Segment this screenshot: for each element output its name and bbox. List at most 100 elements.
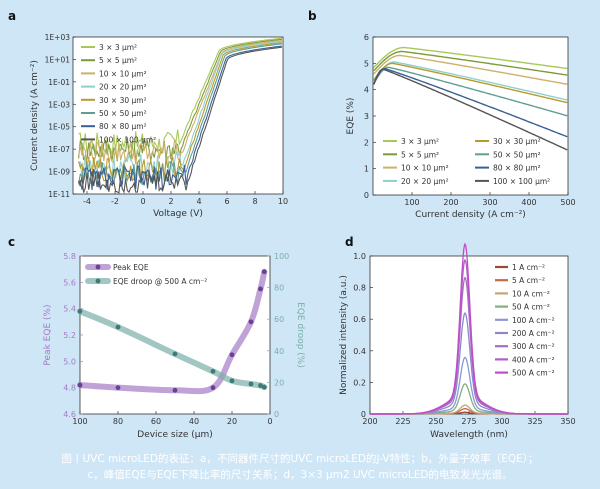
panel-c-ytick-right-label: 20 (274, 378, 284, 387)
panel-d-legend-entry: 10 A cm⁻² (512, 289, 550, 298)
panel-b-legend-entry: 100 × 100 μm² (493, 177, 550, 186)
panel-a-series-line (78, 37, 282, 156)
panel-a-series-line (78, 42, 282, 183)
panel-c-xtick-label: 40 (189, 417, 199, 426)
panel-c-data-point (210, 385, 216, 391)
panel-b-ytick-label: 0 (364, 191, 369, 200)
panel-a-ytick-label: 1E-11 (48, 190, 70, 199)
panel-d-ytick-label: 0.8 (353, 284, 366, 293)
panel-a-legend-entry: 3 × 3 μm² (99, 43, 137, 52)
panel-c-data-point (77, 308, 83, 314)
panel-a-ytick-label: 1E-03 (48, 100, 70, 109)
panel-a-xtick-label: 10 (278, 197, 288, 206)
panel-c-data-point (261, 269, 267, 275)
panel-a-series-line (78, 38, 282, 162)
panel-b-xtick-label: 500 (560, 198, 575, 207)
panel-b-xtick-label: 300 (482, 198, 497, 207)
panel-c-ytick-left-label: 4.6 (63, 410, 76, 419)
panel-a-ytick-label: 1E+01 (45, 55, 71, 64)
panel-c-ytick-left-label: 5.6 (63, 278, 76, 287)
panel-a-xtick-label: 8 (252, 197, 257, 206)
panel-b-xtick-label: 200 (443, 198, 458, 207)
panel-a-legend-entry: 20 × 20 μm² (99, 83, 147, 92)
panel-a-ytick-label: 1E-05 (48, 123, 70, 132)
panel-d-legend-entry: 1 A cm⁻² (512, 263, 545, 272)
panel-c-xtick-label: 100 (72, 417, 87, 426)
panel-c-xtick-label: 20 (227, 417, 237, 426)
panel-b-xtick-label: 400 (521, 198, 536, 207)
panel-b-xlabel: Current density (A cm⁻²) (415, 210, 526, 220)
panel-b-ytick-label: 1 (364, 165, 369, 174)
panel-b-legend-entry: 5 × 5 μm² (401, 150, 439, 159)
panel-c-ytick-right-label: 60 (274, 315, 284, 324)
panel-b-series-line (373, 66, 568, 117)
panel-d-ytick-label: 0.2 (353, 378, 366, 387)
panel-b-ytick-label: 3 (364, 112, 369, 121)
panel-d-legend-entry: 400 A cm⁻² (512, 355, 555, 364)
panel-b-ytick-label: 4 (364, 86, 369, 95)
panel-b-ytick-label: 6 (364, 33, 369, 42)
panel-a-xtick-label: -4 (83, 197, 91, 206)
panel-a-ytick-label: 1E-09 (48, 168, 70, 177)
panel-c-ylabel-left: Peak EQE (%) (43, 304, 53, 365)
panel-b-ytick-label: 2 (364, 138, 369, 147)
panel-d-series-line (370, 242, 568, 415)
panel-a-xlabel: Voltage (V) (153, 209, 203, 219)
panel-b-legend-entry: 50 × 50 μm² (493, 150, 541, 159)
panel-a-legend-entry: 30 × 30 μm² (99, 96, 147, 105)
panel-a-legend-entry: 100 × 100 μm² (99, 135, 156, 144)
figure-caption: 图丨UVC microLED的表征：a，不同器件尺寸的UVC microLED的… (0, 451, 600, 483)
panel-d-xtick-label: 225 (395, 417, 410, 426)
panel-c-data-point (248, 319, 254, 325)
panel-c-xlabel: Device size (μm) (137, 430, 212, 440)
panel-a-xtick-label: -2 (111, 197, 119, 206)
panel-label-b: b (308, 9, 317, 23)
panel-d-legend-entry: 300 A cm⁻² (512, 342, 555, 351)
panel-d-legend-entry: 500 A cm⁻² (512, 369, 555, 378)
panel-c-ytick-left-label: 5.2 (63, 331, 76, 340)
panel-a-legend-entry: 80 × 80 μm² (99, 122, 147, 131)
panel-c-data-point (115, 385, 121, 391)
panel-c-data-point (115, 324, 121, 330)
panel-d-xtick-label: 325 (527, 417, 542, 426)
panel-c-ytick-right-label: 80 (274, 284, 284, 293)
panel-d-ytick-label: 0.6 (353, 315, 366, 324)
caption-line-1: 图丨UVC microLED的表征：a，不同器件尺寸的UVC microLED的… (61, 453, 539, 465)
panel-a-xtick-label: 0 (140, 197, 145, 206)
panel-d-legend-entry: 5 A cm⁻² (512, 276, 545, 285)
panel-c-data-point (210, 368, 216, 374)
panel-c-ytick-right-label: 0 (274, 410, 279, 419)
panel-b-legend-entry: 30 × 30 μm² (493, 137, 541, 146)
panel-a-ytick-label: 1E+03 (45, 33, 71, 42)
panel-a-xtick-label: 4 (196, 197, 201, 206)
panel-c-ytick-left-label: 5.4 (63, 305, 76, 314)
panel-c-ytick-right-label: 40 (274, 347, 284, 356)
panel-c-ytick-right-label: 100 (274, 252, 289, 261)
panel-b-legend-entry: 3 × 3 μm² (401, 137, 439, 146)
panel-b: 100 200 300 400 500 0 1 2 3 4 5 6 Current density (A… (346, 33, 576, 220)
panel-label-c: c (8, 235, 15, 249)
panel-c-data-point (261, 384, 267, 390)
panel-a-series-line (78, 45, 282, 191)
panel-d: 200 225 250 275 300 325 350 0 0.2 0.4 0.6 0.8 1.0 Wav… (339, 242, 576, 440)
panel-b-legend-entry: 80 × 80 μm² (493, 164, 541, 173)
panel-c-data-point (229, 352, 235, 358)
panel-c-data-point (77, 382, 83, 388)
panel-b-series-line (373, 67, 568, 138)
panel-b-series-line (373, 50, 568, 76)
panel-a-xtick-label: 2 (168, 197, 173, 206)
panel-c-data-point (258, 383, 263, 388)
panel-a-legend-entry: 10 × 10 μm² (99, 69, 147, 78)
panel-d-legend-entry: 100 A cm⁻² (512, 316, 555, 325)
panel-b-legend-entry: 20 × 20 μm² (401, 177, 449, 186)
panel-label-a: a (8, 9, 16, 23)
panel-label-d: d (345, 235, 354, 249)
panel-a-series-line (78, 46, 282, 194)
panel-c: 100 80 60 40 20 0 4.6 4.8 5.0 5.2 5.4 5.6 5.8 0 20 40 60… (43, 252, 305, 440)
panel-c-ytick-left-label: 5.0 (63, 357, 76, 366)
panel-c-ylabel-right: EQE droop (%) (295, 302, 305, 368)
caption-line-2: c，峰值EQE与EQE下降比率的尺寸关系；d，3×3 μm2 UVC micro… (87, 469, 513, 481)
panel-a-legend-entry: 5 × 5 μm² (99, 56, 137, 65)
panel-c-xtick-label: 0 (267, 417, 272, 426)
